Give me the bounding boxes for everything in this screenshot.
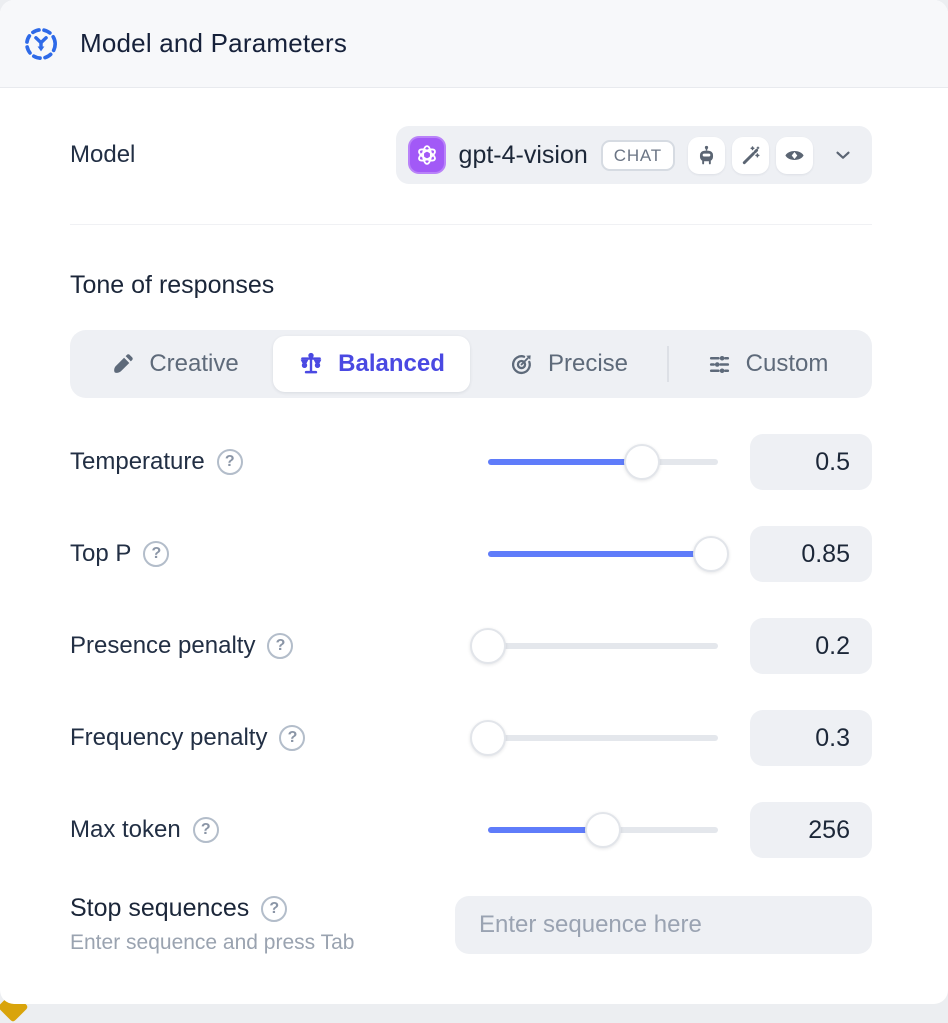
help-icon[interactable]: ? xyxy=(216,449,243,475)
target-icon xyxy=(509,352,534,377)
parameter-label: Presence penalty xyxy=(70,632,256,659)
selected-model-name: gpt-4-vision xyxy=(458,140,588,169)
tab-divider xyxy=(667,346,669,382)
stop-sequence-input[interactable] xyxy=(455,895,872,954)
parameter-slider[interactable] xyxy=(470,720,718,756)
chevron-down-icon xyxy=(832,144,854,166)
parameter-rows: Temperature ? 0.5 Top P ? xyxy=(70,434,872,858)
openai-logo xyxy=(407,136,446,174)
vision-eye-icon xyxy=(776,136,813,174)
parameter-label: Frequency penalty xyxy=(70,724,268,751)
section-divider xyxy=(70,224,872,225)
slider-thumb[interactable] xyxy=(585,812,621,848)
panel-body: Model gpt-4-vision CHAT xyxy=(0,88,948,1004)
tab-label: Precise xyxy=(547,350,629,377)
balance-scale-icon xyxy=(298,351,324,377)
robot-icon xyxy=(688,136,725,174)
tone-heading: Tone of responses xyxy=(70,271,275,299)
parameter-slider[interactable] xyxy=(488,536,730,572)
slider-thumb[interactable] xyxy=(470,628,506,664)
parameter-value[interactable]: 0.2 xyxy=(750,618,872,674)
help-icon[interactable]: ? xyxy=(143,541,170,567)
tab-balanced[interactable]: Balanced xyxy=(273,336,470,392)
model-hub-icon xyxy=(24,27,58,61)
help-icon[interactable]: ? xyxy=(267,633,294,659)
parameter-value[interactable]: 0.5 xyxy=(750,434,872,490)
slider-thumb[interactable] xyxy=(624,444,661,480)
parameter-slider[interactable] xyxy=(470,628,718,664)
chat-type-badge: CHAT xyxy=(600,139,675,171)
parameter-value[interactable]: 0.3 xyxy=(750,710,872,766)
sliders-icon xyxy=(707,352,732,377)
stop-sequences-row: Stop sequences ? Enter sequence and pres… xyxy=(70,894,872,955)
model-capability-chips xyxy=(688,136,813,174)
slider-track xyxy=(488,643,718,649)
tab-custom[interactable]: Custom xyxy=(669,336,866,392)
panel-header: Model and Parameters xyxy=(0,0,948,88)
slider-thumb[interactable] xyxy=(693,536,730,572)
tab-label: Creative xyxy=(149,350,239,377)
parameter-row: Temperature ? 0.5 xyxy=(70,434,872,490)
parameter-value[interactable]: 256 xyxy=(750,802,872,858)
tab-label: Custom xyxy=(745,350,829,377)
slider-fill xyxy=(488,827,603,833)
parameter-row: Frequency penalty ? 0.3 xyxy=(70,710,872,766)
magic-wand-icon xyxy=(732,136,769,174)
tab-label: Balanced xyxy=(338,350,445,377)
tone-tab-bar: Creative Balanced xyxy=(70,330,872,398)
stop-sequences-hint: Enter sequence and press Tab xyxy=(70,931,355,954)
model-select-dropdown[interactable]: gpt-4-vision CHAT xyxy=(395,126,872,184)
model-label: Model xyxy=(70,141,136,168)
slider-thumb[interactable] xyxy=(470,720,506,756)
stop-sequences-label: Stop sequences xyxy=(70,894,250,922)
slider-fill xyxy=(488,551,712,557)
slider-track xyxy=(488,735,718,741)
parameter-slider[interactable] xyxy=(488,444,718,480)
parameter-label: Top P xyxy=(70,540,132,567)
help-icon[interactable]: ? xyxy=(192,817,219,843)
tab-creative[interactable]: Creative xyxy=(76,336,273,392)
paintbrush-icon xyxy=(110,352,135,377)
slider-fill xyxy=(488,459,643,465)
page-title: Model and Parameters xyxy=(80,28,348,58)
parameter-label: Max token xyxy=(70,816,181,843)
parameter-slider[interactable] xyxy=(488,812,718,848)
model-row: Model gpt-4-vision CHAT xyxy=(70,126,872,184)
help-icon[interactable]: ? xyxy=(279,725,306,751)
parameter-row: Top P ? 0.85 xyxy=(70,526,872,582)
parameter-label: Temperature xyxy=(70,448,205,475)
tab-precise[interactable]: Precise xyxy=(470,336,667,392)
parameter-value[interactable]: 0.85 xyxy=(750,526,872,582)
parameter-row: Max token ? 256 xyxy=(70,802,872,858)
help-icon[interactable]: ? xyxy=(261,895,288,922)
parameter-row: Presence penalty ? 0.2 xyxy=(70,618,872,674)
